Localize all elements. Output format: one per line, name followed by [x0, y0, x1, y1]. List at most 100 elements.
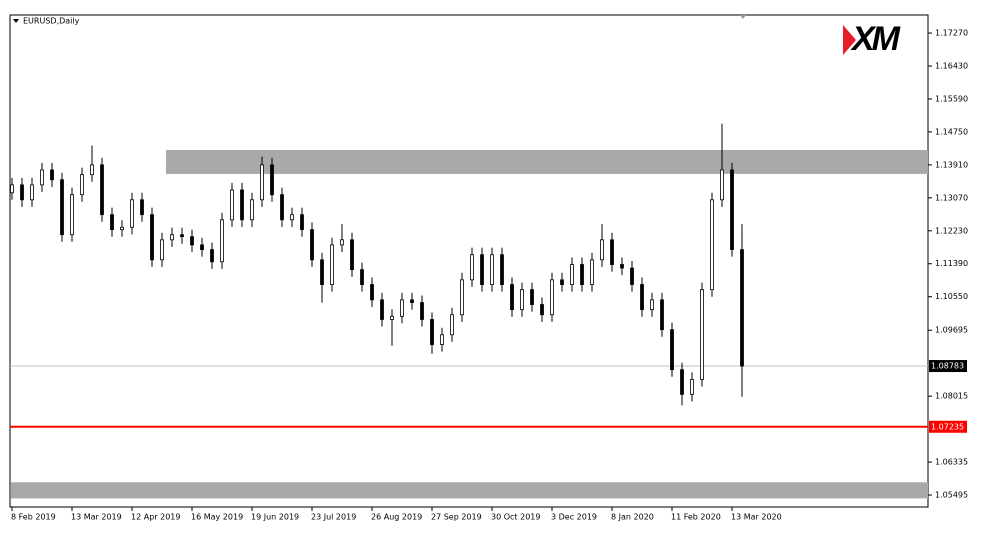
symbol-title: EURUSD,Daily [23, 17, 80, 26]
candle-body [200, 244, 204, 251]
x-tick-label: 30 Oct 2019 [491, 513, 540, 522]
candle-body [730, 169, 734, 251]
x-tick-label: 13 Mar 2020 [731, 513, 782, 522]
candle-body [430, 319, 434, 345]
candle-body [590, 259, 594, 285]
candle-body [230, 189, 234, 221]
candle-body [440, 334, 444, 345]
candle-body [210, 249, 214, 263]
candle-body [140, 199, 144, 216]
candle-body [350, 239, 354, 271]
candle-body [150, 214, 154, 261]
level-label: 1.07235 [931, 422, 964, 431]
candle-body [390, 315, 394, 320]
candle-body [10, 184, 14, 194]
x-tick-label: 16 May 2019 [191, 513, 243, 522]
candle-body [180, 234, 184, 238]
y-tick-label: 1.12230 [935, 226, 968, 235]
current-price-label: 1.08783 [931, 362, 964, 371]
candle-body [20, 184, 24, 201]
candle-body [100, 164, 104, 216]
candle-body [40, 169, 44, 186]
x-tick-label: 11 Feb 2020 [671, 513, 721, 522]
candle-body [540, 304, 544, 316]
y-tick-label: 1.13070 [935, 193, 968, 202]
candle-body [640, 284, 644, 311]
y-tick-label: 1.10550 [935, 292, 968, 301]
x-tick-label: 8 Feb 2019 [11, 513, 56, 522]
current-price-box [929, 360, 967, 373]
candle-body [70, 194, 74, 236]
candle-body [680, 369, 684, 395]
candle-body [400, 299, 404, 317]
candle-body [740, 249, 744, 367]
y-tick-label: 1.05495 [935, 491, 968, 500]
candle-body [310, 229, 314, 261]
candle-body [250, 199, 254, 221]
logo: XM [850, 20, 901, 58]
candle-body [120, 226, 124, 231]
x-tick-label: 27 Sep 2019 [431, 513, 482, 522]
candle-body [560, 279, 564, 285]
x-tick-label: 12 Apr 2019 [131, 513, 180, 522]
candle-body [520, 289, 524, 311]
candle-body [500, 254, 504, 285]
candle-body [480, 254, 484, 285]
candle-body [460, 279, 464, 316]
x-tick-label: 23 Jul 2019 [311, 513, 356, 522]
candle-body [240, 189, 244, 221]
logo-mark [843, 25, 856, 55]
candle-body [220, 219, 224, 263]
candle-body [370, 284, 374, 301]
candle-body [620, 264, 624, 269]
y-tick-label: 1.15590 [935, 94, 968, 103]
x-tick-label: 19 Jun 2019 [251, 513, 299, 522]
candle-body [80, 174, 84, 196]
candle-body [330, 244, 334, 285]
x-tick-label: 3 Dec 2019 [551, 513, 597, 522]
candle-body [600, 239, 604, 261]
candle-body [190, 236, 194, 246]
candle-body [660, 299, 664, 331]
y-tick-label: 1.08015 [935, 392, 968, 401]
candle-body [410, 299, 414, 303]
shift-marker [740, 15, 746, 19]
y-tick-label: 1.17270 [935, 29, 968, 38]
candle-body [650, 299, 654, 311]
candle-body [670, 329, 674, 371]
menu-arrow[interactable] [13, 19, 19, 23]
x-tick-label: 13 Mar 2019 [71, 513, 122, 522]
y-tick-label: 1.09695 [935, 326, 968, 335]
candle-body [340, 239, 344, 246]
candle-body [450, 314, 454, 336]
candle-body [90, 164, 94, 176]
x-tick-label: 8 Jan 2020 [611, 513, 654, 522]
candle-body [360, 269, 364, 285]
level-box [929, 420, 967, 433]
candle-body [510, 284, 514, 311]
candle-body [690, 379, 694, 395]
candle-body [50, 169, 54, 181]
y-tick-label: 1.13910 [935, 160, 968, 169]
candle-body [60, 179, 64, 236]
candle-body [260, 164, 264, 201]
candle-body [380, 299, 384, 320]
candle-body [700, 289, 704, 380]
candle-body [550, 279, 554, 316]
candle-body [470, 254, 474, 281]
candle-body [170, 234, 174, 241]
candle-body [320, 259, 324, 285]
plot-frame [9, 14, 929, 508]
candle-body [710, 199, 714, 291]
candle-body [630, 267, 634, 285]
zone [166, 149, 928, 174]
candle-body [610, 239, 614, 265]
y-tick-label: 1.16430 [935, 62, 968, 71]
candle-body [580, 264, 584, 285]
candle-body [490, 254, 494, 285]
candle-body [270, 164, 274, 196]
candle-body [30, 184, 34, 201]
candle-body [300, 214, 304, 231]
candle-body [530, 289, 534, 305]
